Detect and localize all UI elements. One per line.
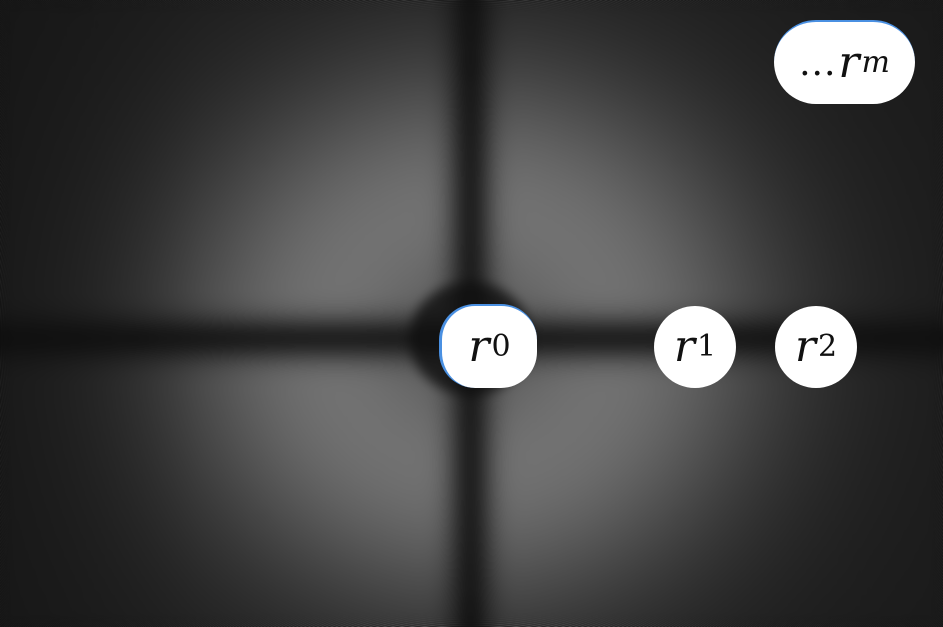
label-r1-symbol: r	[673, 321, 695, 372]
label-r0-subscript: 0	[491, 329, 511, 364]
label-rm-prefix: ...	[799, 42, 837, 84]
label-r0-symbol: r	[468, 321, 490, 372]
label-rm-symbol: r	[838, 37, 860, 88]
label-r2-symbol: r	[794, 321, 816, 372]
label-r2-subscript: 2	[817, 329, 838, 364]
label-rm: ... r m	[774, 20, 915, 104]
label-rm-subscript: m	[861, 45, 890, 80]
label-r1-subscript: 1	[696, 329, 717, 364]
